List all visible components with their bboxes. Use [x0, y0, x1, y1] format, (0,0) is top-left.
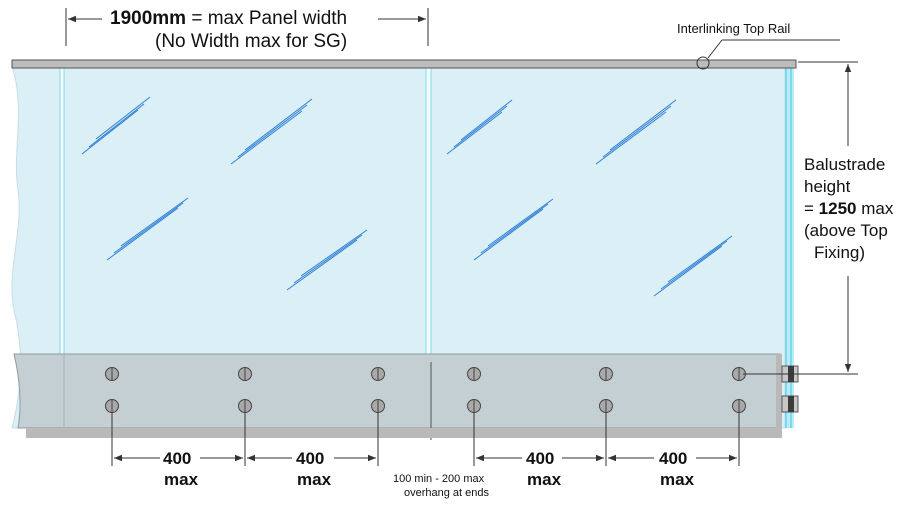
height-label-line4: (above Top: [804, 221, 888, 240]
overhang-label-line2: overhang at ends: [404, 487, 490, 499]
height-label-line3: = 1250 max: [804, 199, 894, 218]
top-rail-label: Interlinking Top Rail: [677, 21, 791, 36]
base-floor: [26, 428, 782, 438]
panel-width-label: 1900mm = max Panel width: [110, 8, 347, 30]
spacing-value-3: 400: [526, 449, 555, 468]
panel-gap-left: [60, 66, 64, 354]
top-rail-callout: [696, 39, 840, 70]
spacing-unit-1: max: [164, 470, 199, 489]
spacing-unit-2: max: [297, 470, 332, 489]
glass-panels: [11, 65, 786, 429]
base-channel: [13, 353, 781, 429]
panel-width-value: 1900mm: [110, 8, 187, 29]
panel-width-text: = max Panel width: [186, 8, 348, 29]
height-dimension: [743, 61, 858, 375]
height-label-line2: height: [804, 177, 851, 196]
spacing-unit-4: max: [660, 470, 695, 489]
overhang-label-line1: 100 min - 200 max: [393, 473, 485, 485]
glass-right-edge: [786, 66, 794, 428]
panel-width-note: (No Width max for SG): [155, 31, 348, 52]
glass-etch-marks: [81, 96, 733, 297]
spacing-value-1: 400: [163, 449, 192, 468]
spacing-value-2: 400: [296, 449, 325, 468]
spacing-unit-3: max: [527, 470, 562, 489]
panel-width-dimension: [65, 8, 429, 46]
height-label-line5: Fixing): [814, 243, 866, 262]
height-label-line1: Balustrade: [804, 155, 886, 174]
interlinking-top-rail: [11, 59, 797, 69]
spacing-dimensions: [111, 412, 740, 466]
panel-gap-middle: [426, 66, 431, 354]
height-value: 1250: [818, 199, 857, 218]
spacing-value-4: 400: [659, 449, 688, 468]
